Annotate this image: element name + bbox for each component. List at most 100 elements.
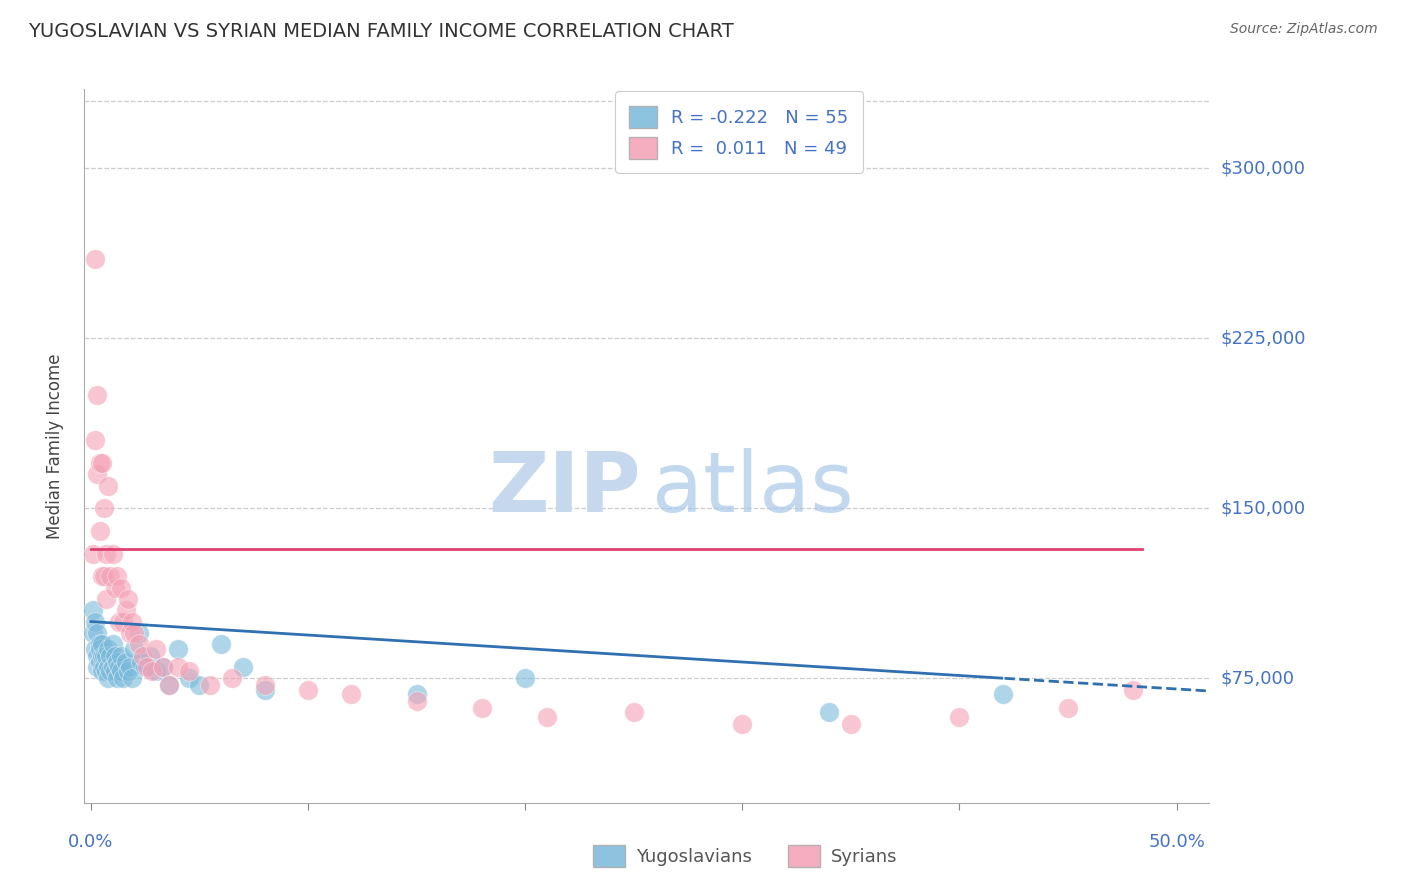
Point bbox=[177, 671, 200, 685]
Point bbox=[253, 682, 276, 697]
Point bbox=[128, 626, 150, 640]
Point bbox=[114, 656, 136, 670]
Point bbox=[82, 626, 104, 640]
Point bbox=[90, 569, 112, 583]
Point bbox=[100, 648, 122, 663]
Point bbox=[94, 665, 117, 679]
Point bbox=[731, 716, 754, 731]
Text: $225,000: $225,000 bbox=[1220, 329, 1306, 347]
Point bbox=[93, 648, 115, 663]
Text: 0.0%: 0.0% bbox=[67, 833, 114, 851]
Point bbox=[200, 678, 222, 692]
Point bbox=[104, 665, 127, 679]
Point bbox=[166, 641, 188, 656]
Point bbox=[221, 671, 243, 685]
Point bbox=[118, 660, 141, 674]
Point bbox=[104, 648, 127, 663]
Point bbox=[86, 626, 108, 640]
Point bbox=[105, 569, 128, 583]
Point bbox=[117, 665, 139, 679]
Point bbox=[82, 603, 104, 617]
Point bbox=[515, 671, 537, 685]
Point bbox=[138, 648, 160, 663]
Point bbox=[110, 648, 132, 663]
Point bbox=[157, 678, 180, 692]
Point bbox=[108, 660, 131, 674]
Point bbox=[86, 467, 108, 482]
Point bbox=[177, 665, 200, 679]
Point bbox=[89, 637, 111, 651]
Point bbox=[112, 615, 135, 629]
Point bbox=[93, 501, 115, 516]
Point bbox=[93, 569, 115, 583]
Point bbox=[188, 678, 211, 692]
Point bbox=[405, 687, 427, 701]
Point bbox=[84, 434, 107, 448]
Point bbox=[136, 660, 159, 674]
Point bbox=[93, 660, 115, 674]
Point bbox=[84, 615, 107, 629]
Point bbox=[340, 687, 363, 701]
Point bbox=[100, 665, 122, 679]
Text: YUGOSLAVIAN VS SYRIAN MEDIAN FAMILY INCOME CORRELATION CHART: YUGOSLAVIAN VS SYRIAN MEDIAN FAMILY INCO… bbox=[28, 22, 734, 41]
Point bbox=[110, 581, 132, 595]
Text: $150,000: $150,000 bbox=[1220, 500, 1305, 517]
Point bbox=[110, 665, 132, 679]
Point bbox=[129, 656, 152, 670]
Point bbox=[121, 615, 143, 629]
Point bbox=[90, 665, 112, 679]
Text: Source: ZipAtlas.com: Source: ZipAtlas.com bbox=[1230, 22, 1378, 37]
Point bbox=[97, 671, 120, 685]
Point bbox=[297, 682, 319, 697]
Point bbox=[97, 478, 120, 492]
Point bbox=[1122, 682, 1144, 697]
Point bbox=[839, 716, 862, 731]
Point bbox=[105, 671, 128, 685]
Y-axis label: Median Family Income: Median Family Income bbox=[45, 353, 63, 539]
Point bbox=[94, 547, 117, 561]
Point bbox=[253, 678, 276, 692]
Point bbox=[114, 603, 136, 617]
Point bbox=[104, 581, 127, 595]
Point bbox=[209, 637, 232, 651]
Point bbox=[82, 547, 104, 561]
Text: atlas: atlas bbox=[652, 449, 853, 529]
Point bbox=[152, 660, 174, 674]
Text: $300,000: $300,000 bbox=[1220, 160, 1305, 178]
Point bbox=[90, 648, 112, 663]
Point bbox=[128, 637, 150, 651]
Point bbox=[90, 456, 112, 470]
Point bbox=[86, 388, 108, 402]
Point bbox=[94, 591, 117, 606]
Point bbox=[132, 648, 155, 663]
Point bbox=[121, 671, 143, 685]
Point bbox=[89, 524, 111, 538]
Legend: R = -0.222   N = 55, R =  0.011   N = 49: R = -0.222 N = 55, R = 0.011 N = 49 bbox=[614, 91, 863, 173]
Point bbox=[232, 660, 254, 674]
Point bbox=[101, 547, 124, 561]
Point bbox=[405, 694, 427, 708]
Point bbox=[948, 709, 970, 723]
Point bbox=[97, 660, 120, 674]
Point bbox=[84, 252, 107, 266]
Point bbox=[100, 569, 122, 583]
Point bbox=[97, 641, 120, 656]
Point bbox=[166, 660, 188, 674]
Point bbox=[90, 660, 112, 674]
Point bbox=[89, 641, 111, 656]
Point bbox=[145, 665, 167, 679]
Point bbox=[84, 641, 107, 656]
Point bbox=[90, 637, 112, 651]
Point bbox=[89, 456, 111, 470]
Point bbox=[117, 591, 139, 606]
Point bbox=[991, 687, 1014, 701]
Point bbox=[141, 665, 163, 679]
Point bbox=[108, 615, 131, 629]
Point bbox=[86, 648, 108, 663]
Text: $75,000: $75,000 bbox=[1220, 669, 1295, 687]
Point bbox=[471, 700, 494, 714]
Text: ZIP: ZIP bbox=[489, 449, 641, 529]
Point bbox=[112, 671, 135, 685]
Point bbox=[105, 656, 128, 670]
Text: 50.0%: 50.0% bbox=[1149, 833, 1205, 851]
